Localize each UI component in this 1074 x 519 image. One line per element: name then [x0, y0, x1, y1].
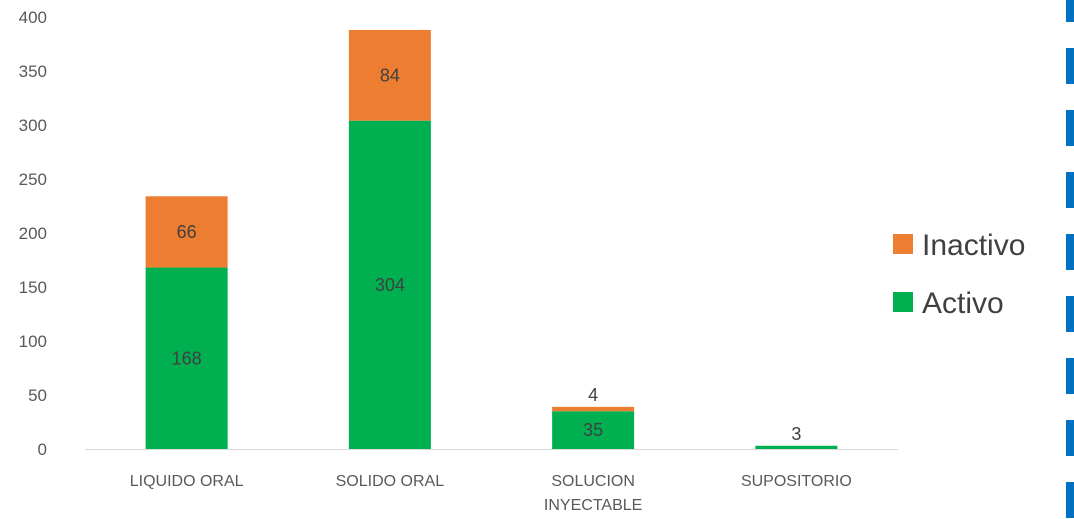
decorative-dash [1066, 358, 1074, 394]
category-label: SUPOSITORIO [741, 473, 852, 490]
legend-label-activo: Activo [922, 287, 1004, 320]
category-label: INYECTABLE [544, 497, 642, 514]
decorative-dash [1066, 0, 1074, 22]
decorative-dash [1066, 110, 1074, 146]
data-label-activo-2: 35 [583, 420, 603, 440]
decorative-dash [1066, 172, 1074, 208]
legend-swatch-inactivo [893, 234, 913, 254]
y-tick-label: 350 [19, 62, 47, 81]
decorative-dash [1066, 420, 1074, 456]
decorative-dash [1066, 48, 1074, 84]
category-label: LIQUIDO ORAL [130, 473, 244, 490]
decorative-dash [1066, 234, 1074, 270]
data-label-inactivo-2: 4 [588, 385, 598, 405]
data-label-activo-0: 168 [172, 348, 202, 368]
y-tick-label: 200 [19, 224, 47, 243]
y-tick-label: 150 [19, 278, 47, 297]
data-label-inactivo-1: 84 [380, 65, 400, 85]
bar-inactivo-2 [552, 406, 635, 412]
bar-activo-3 [755, 445, 838, 449]
y-tick-label: 300 [19, 116, 47, 135]
data-label-activo-1: 304 [375, 275, 405, 295]
bar-inactivo-1 [348, 29, 431, 121]
data-label-inactivo-0: 66 [177, 222, 197, 242]
bar-inactivo-0 [145, 196, 228, 268]
data-label-activo-3: 3 [791, 424, 801, 444]
legend-swatch-activo [893, 292, 913, 312]
y-tick-label: 50 [28, 386, 47, 405]
bar-activo-0 [145, 267, 228, 449]
y-tick-label: 400 [19, 8, 47, 27]
category-label: SOLUCION [551, 473, 635, 490]
decorative-dash [1066, 482, 1074, 518]
decorative-dash [1066, 296, 1074, 332]
bar-activo-2 [552, 411, 635, 449]
legend-label-inactivo: Inactivo [922, 229, 1025, 262]
bar-activo-1 [348, 120, 431, 450]
y-tick-label: 0 [38, 440, 47, 459]
y-tick-label: 250 [19, 170, 47, 189]
category-label: SOLIDO ORAL [336, 473, 445, 490]
y-tick-label: 100 [19, 332, 47, 351]
